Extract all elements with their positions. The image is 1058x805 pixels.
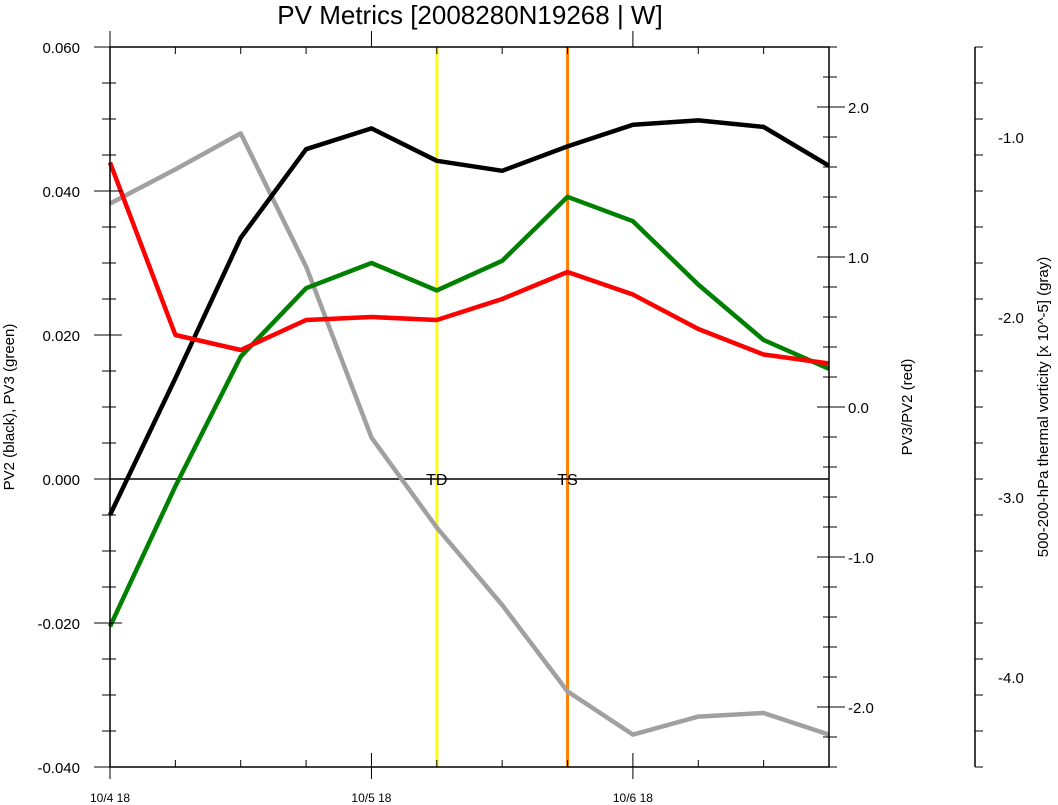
chart-title: PV Metrics [2008280N19268 | W] (277, 0, 662, 30)
far-tick-label: -3.0 (998, 490, 1024, 507)
left-axis: 0.060 0.040 0.020 0.000 -0.020 -0.040 (37, 40, 122, 777)
x-tick-label: 10/4 18 (90, 791, 130, 805)
left-tick-label: 0.040 (42, 184, 80, 201)
series-line-left-0 (107, 118, 831, 516)
x-axis: 10/4 18 10/5 18 10/6 18 (90, 31, 830, 805)
series-line-left-1 (107, 194, 830, 628)
right-tick-label: 0.0 (848, 400, 869, 417)
series-lines (107, 118, 831, 737)
series-line-right-2 (107, 161, 830, 366)
right-tick-label: 2.0 (848, 100, 869, 117)
far-right-axis-label: 500-200-hPa thermal vorticity [x 10^-5] … (1035, 257, 1052, 558)
left-tick-label: -0.020 (37, 616, 80, 633)
right-tick-label: -1.0 (848, 550, 874, 567)
right-tick-label: -2.0 (848, 700, 874, 717)
series-line-far_right-3 (108, 131, 830, 737)
x-tick-label: 10/6 18 (613, 791, 653, 805)
far-tick-label: -1.0 (998, 130, 1024, 147)
left-tick-label: -0.040 (37, 760, 80, 777)
event-markers: TD TS (426, 47, 578, 767)
far-tick-label: -2.0 (998, 310, 1024, 327)
left-tick-label: 0.020 (42, 328, 80, 345)
left-tick-label: 0.060 (42, 40, 80, 57)
left-axis-label: PV2 (black), PV3 (green) (1, 324, 18, 491)
left-tick-label: 0.000 (42, 472, 80, 489)
x-tick-label: 10/5 18 (351, 791, 391, 805)
right-axis: 2.0 1.0 0.0 -1.0 -2.0 (817, 46, 874, 768)
far-right-axis: -1.0 -2.0 -3.0 -4.0 (974, 46, 1024, 768)
right-axis-label: PV3/PV2 (red) (899, 359, 916, 456)
marker-label-td: TD (426, 472, 447, 489)
far-tick-label: -4.0 (998, 670, 1024, 687)
marker-label-ts: TS (557, 472, 577, 489)
plot-frame (109, 46, 830, 768)
right-tick-label: 1.0 (848, 250, 869, 267)
